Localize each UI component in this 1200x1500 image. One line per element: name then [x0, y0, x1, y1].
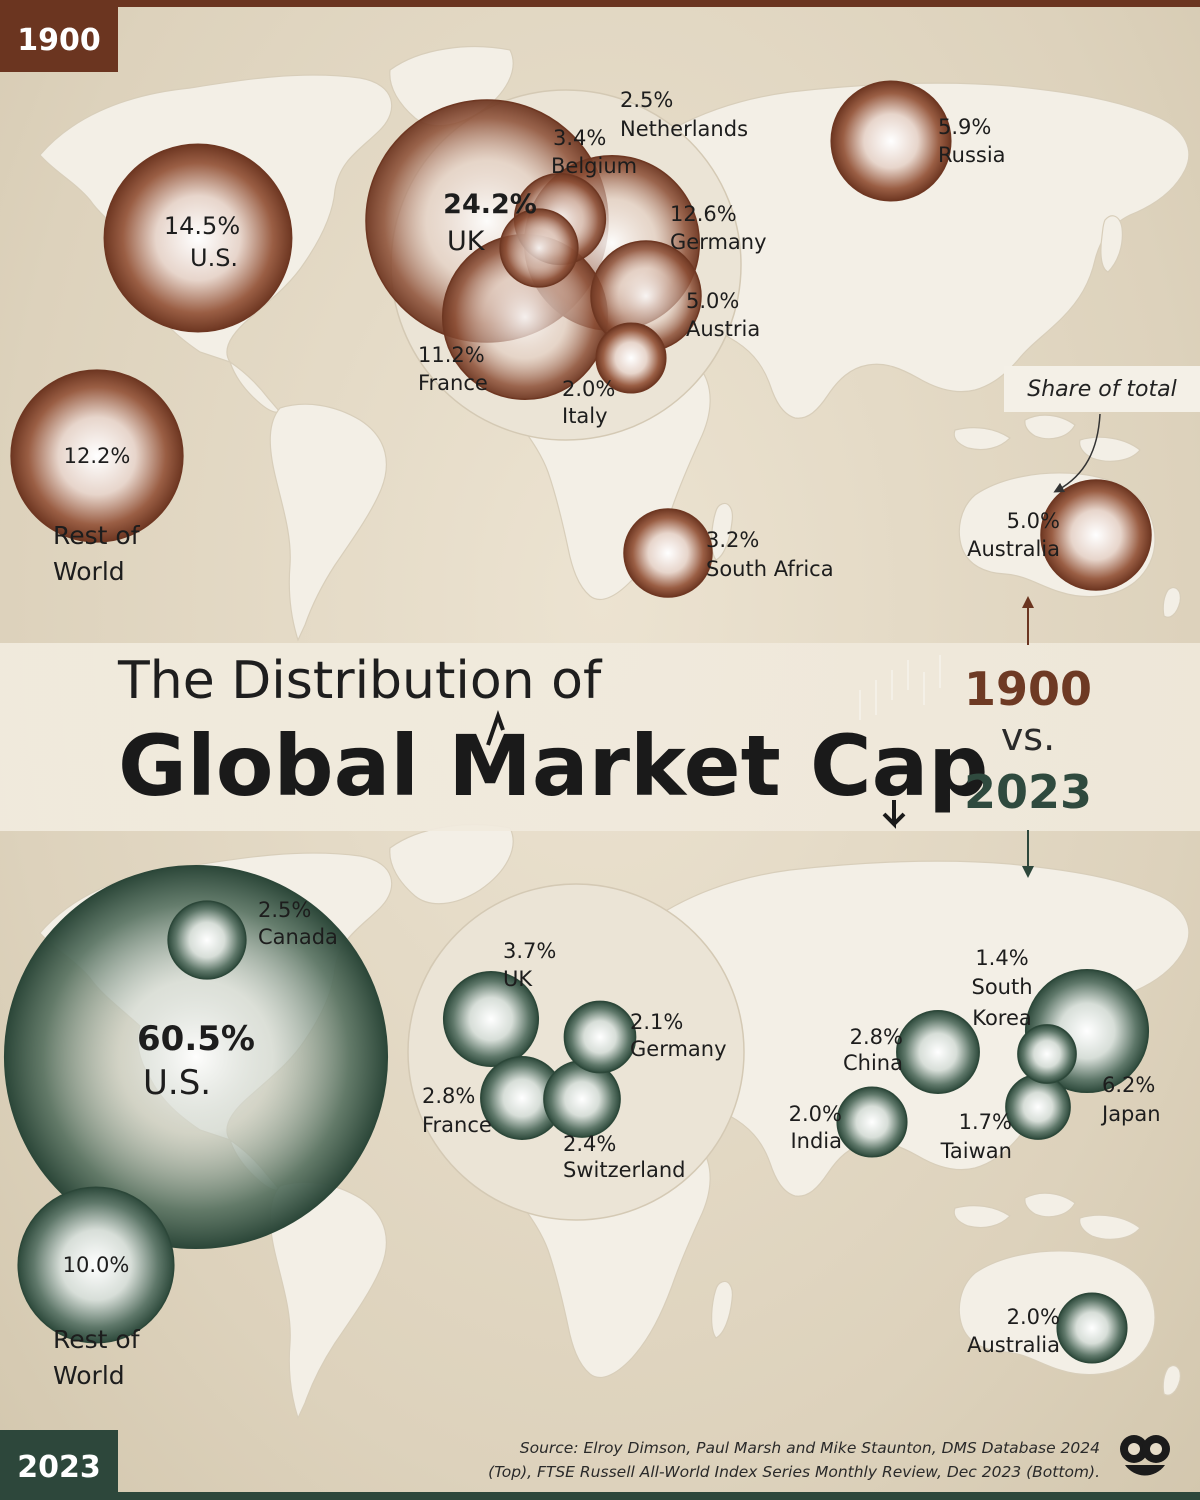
- label-2023-south-korea: South Korea: [971, 975, 1032, 1030]
- label-2023-u-s: U.S.: [143, 1063, 211, 1103]
- bubble-2023-south-korea: [1017, 1024, 1077, 1084]
- bubble-2023-india: [836, 1086, 908, 1158]
- label-2023-india: India: [790, 1129, 842, 1153]
- bubble-1900-italy: [595, 322, 667, 394]
- top-border: [0, 0, 1200, 7]
- value-1900-south-africa: 3.2%: [706, 528, 759, 552]
- label-1900-rest-of-world: Rest of World: [53, 521, 141, 586]
- bubble-1900-netherlands: [499, 208, 579, 288]
- value-2023-australia: 2.0%: [1007, 1305, 1060, 1329]
- comparison-vs: vs.: [1001, 715, 1055, 759]
- label-1900-belgium: Belgium: [551, 154, 637, 178]
- label-1900-austria: Austria: [686, 317, 760, 341]
- value-1900-russia: 5.9%: [938, 115, 991, 139]
- label-1900-russia: Russia: [938, 143, 1006, 167]
- bubble-1900-south-africa: [623, 508, 713, 598]
- up-arrow-icon: [1022, 596, 1034, 645]
- brand-logo-icon: [1120, 1435, 1170, 1476]
- bubble-2023-australia: [1056, 1292, 1128, 1364]
- value-2023-germany: 2.1%: [630, 1010, 683, 1034]
- title-line-1: The Distribution of: [117, 651, 603, 711]
- title-band: The Distribution of Global Market Cap 19…: [0, 643, 1200, 831]
- label-1900-germany: Germany: [670, 230, 767, 254]
- source-line-2: (Top), FTSE Russell All-World Index Seri…: [488, 1463, 1100, 1481]
- bottom-border: [0, 1492, 1200, 1500]
- title-down-arrow-icon: [882, 800, 906, 829]
- value-2023-uk: 3.7%: [503, 939, 556, 963]
- bubble-1900-russia: [830, 80, 952, 202]
- value-2023-china: 2.8%: [850, 1025, 903, 1049]
- comparison-year-1900: 1900: [964, 662, 1092, 716]
- value-1900-italy: 2.0%: [562, 377, 615, 401]
- value-1900-france: 11.2%: [418, 343, 485, 367]
- value-2023-japan: 6.2%: [1102, 1073, 1155, 1097]
- value-2023-u-s: 60.5%: [137, 1019, 255, 1059]
- label-1900-italy: Italy: [562, 404, 608, 428]
- label-2023-japan: Japan: [1100, 1102, 1161, 1126]
- value-1900-netherlands: 2.5%: [620, 88, 673, 112]
- title-up-arrow-icon: [486, 709, 505, 746]
- source-line-1: Source: Elroy Dimson, Paul Marsh and Mik…: [520, 1439, 1100, 1457]
- label-1900-australia: Australia: [967, 537, 1060, 561]
- bubble-2023-uk: [442, 970, 540, 1068]
- bubble-2023-u-s: [3, 864, 389, 1250]
- bubble-2023-china: [896, 1010, 980, 1094]
- label-2023-australia: Australia: [967, 1333, 1060, 1357]
- value-2023-canada: 2.5%: [258, 898, 311, 922]
- label-2023-germany: Germany: [630, 1037, 727, 1061]
- year-tag-1900: 1900: [0, 0, 118, 72]
- label-2023-france: France: [422, 1113, 492, 1137]
- bubble-1900-rest-of-world: [10, 369, 184, 543]
- bubbles-1900: 24.2% UK 14.5% U.S. 12.6% Germany 12.2% Rest of…: [10, 80, 1152, 598]
- bubble-1900-australia: [1040, 479, 1152, 591]
- year-tag-2023: 2023: [0, 1430, 118, 1500]
- value-1900-u-s: 14.5%: [164, 212, 240, 240]
- value-1900-germany: 12.6%: [670, 202, 737, 226]
- label-2023-china: China: [843, 1051, 903, 1075]
- bubble-2023-taiwan: [1005, 1074, 1071, 1140]
- label-2023-rest-of-world: Rest of World: [53, 1325, 141, 1390]
- value-2023-rest-of-world: 10.0%: [63, 1253, 130, 1277]
- bubble-2023-canada: [167, 900, 247, 980]
- title-line-2: Global Market Cap: [118, 717, 988, 815]
- comparison-year-2023: 2023: [964, 765, 1092, 819]
- bubble-2023-germany: [563, 1000, 637, 1074]
- value-2023-south-korea: 1.4%: [975, 946, 1028, 970]
- label-1900-uk: UK: [447, 226, 486, 257]
- value-2023-india: 2.0%: [789, 1102, 842, 1126]
- label-1900-south-africa: South Africa: [706, 557, 834, 581]
- value-1900-australia: 5.0%: [1007, 509, 1060, 533]
- value-1900-uk: 24.2%: [443, 189, 537, 220]
- candlestick-decoration: [859, 655, 941, 720]
- value-1900-belgium: 3.4%: [553, 126, 606, 150]
- source-note: Source: Elroy Dimson, Paul Marsh and Mik…: [488, 1439, 1100, 1481]
- share-of-total-callout: Share of total: [1004, 366, 1200, 493]
- label-2023-uk: UK: [503, 967, 533, 991]
- year-tag-2023-text: 2023: [17, 1450, 101, 1485]
- value-1900-rest-of-world: 12.2%: [64, 444, 131, 468]
- value-2023-france: 2.8%: [422, 1084, 475, 1108]
- value-2023-switzerland: 2.4%: [563, 1132, 616, 1156]
- label-1900-france: France: [418, 371, 488, 395]
- year-tag-1900-text: 1900: [17, 23, 101, 58]
- down-arrow-icon: [1022, 830, 1034, 878]
- label-2023-canada: Canada: [258, 925, 338, 949]
- label-2023-switzerland: Switzerland: [563, 1158, 686, 1182]
- bubble-1900-u-s: [103, 143, 293, 333]
- label-1900-u-s: U.S.: [190, 244, 238, 272]
- bubble-2023-rest-of-world: [17, 1186, 175, 1344]
- label-2023-taiwan: Taiwan: [940, 1139, 1012, 1163]
- value-2023-taiwan: 1.7%: [959, 1110, 1012, 1134]
- share-of-total-label: Share of total: [1027, 377, 1176, 402]
- value-1900-austria: 5.0%: [686, 289, 739, 313]
- bubbles-2023: 60.5%U.S. 10.0% Rest of World 6.2% Japan 3.7% U…: [3, 864, 1161, 1390]
- label-1900-netherlands: Netherlands: [620, 117, 748, 141]
- bubble-2023-switzerland: [543, 1060, 621, 1138]
